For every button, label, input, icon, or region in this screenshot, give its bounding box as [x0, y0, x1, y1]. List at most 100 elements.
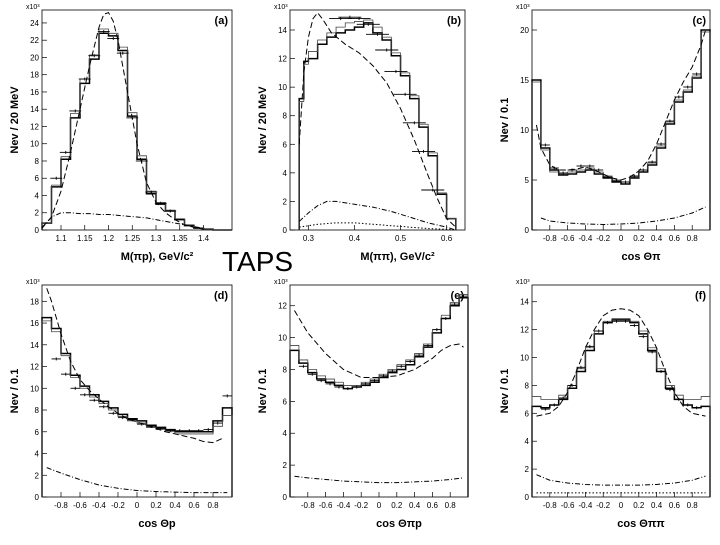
- y-tick-label: 10: [30, 384, 39, 393]
- y-tick-label: 8: [283, 112, 288, 121]
- curve-dashed: [41, 11, 204, 230]
- chart-panel-2: 0 2 4 6 8 10 12 14 0.3 0.4 0.5 0.6 x10³ (b) M(ππ), GeV…: [257, 4, 466, 263]
- y-tick-label: 12: [30, 122, 39, 131]
- y-tick-label: 16: [30, 88, 39, 97]
- x-tick-label: 0.8: [687, 234, 699, 243]
- y-axis-label: Nev / 20 MeV: [9, 86, 21, 154]
- x-tick-label: 0.6: [669, 234, 681, 243]
- x-tick-label: -0.2: [354, 501, 368, 510]
- x-tick-label: -0.6: [73, 501, 87, 510]
- x-tick-label: 0.6: [441, 234, 453, 243]
- x-tick-label: 0.8: [207, 501, 219, 510]
- chart-panel-6: 0 2 4 6 8 10 12 14 -0.8 -0.6 -0.4 -0.2 0 0.2 0.4 0.6 0.8…: [499, 279, 711, 530]
- y-tick-label: 6: [283, 397, 288, 406]
- y-tick-label: 4: [283, 169, 288, 178]
- axis-multiplier: x10³: [274, 279, 288, 286]
- plot-frame: [289, 9, 466, 231]
- y-tick-label: 10: [278, 83, 287, 92]
- y-axis-label: Nev / 20 MeV: [257, 86, 269, 154]
- y-tick-label: 20: [520, 26, 529, 35]
- y-tick-label: 10: [278, 334, 287, 343]
- y-tick-label: 15: [520, 76, 529, 85]
- axis-multiplier: x10³: [274, 4, 288, 11]
- chart-panel-3: 0 5 10 15 20 -0.8 -0.6 -0.4 -0.2 0 0.2 0.4 0.6 0.8 x10…: [499, 4, 711, 263]
- x-axis-label: M(πp), GeV/c²: [121, 251, 194, 263]
- curve-dashed: [536, 308, 706, 417]
- histogram-thick: [531, 29, 711, 230]
- curve-dashed: [298, 12, 457, 228]
- x-tick-label: 0.3: [303, 234, 315, 243]
- curve-dashdot: [298, 200, 456, 231]
- y-tick-label: 18: [30, 71, 39, 80]
- y-tick-label: 16: [30, 319, 39, 328]
- x-tick-label: -0.6: [561, 501, 575, 510]
- x-tick-label: 1.15: [77, 234, 93, 243]
- histogram-thick: [289, 297, 469, 497]
- x-tick-label: 0.4: [651, 234, 663, 243]
- y-tick-label: 0: [35, 226, 40, 235]
- panel-label: (d): [214, 290, 228, 302]
- y-tick-label: 10: [520, 126, 529, 135]
- x-tick-label: 1.3: [150, 234, 162, 243]
- plot-frame: [531, 9, 711, 231]
- x-axis-label: cos Θππ: [617, 518, 665, 530]
- x-tick-label: -0.8: [543, 234, 557, 243]
- y-tick-label: 14: [30, 105, 39, 114]
- y-tick-label: 6: [525, 409, 530, 418]
- plot-frame: [41, 9, 233, 231]
- chart-panel-4: 0 2 4 6 8 10 12 14 16 18 -0.8 -0.6 -0.4 -0.2 0 0.2 0.4 0.…: [9, 279, 233, 530]
- x-tick-label: 0.4: [349, 234, 361, 243]
- axis-multiplier: x10³: [516, 279, 530, 286]
- x-tick-label: 0.2: [633, 501, 645, 510]
- x-tick-label: -0.2: [596, 501, 610, 510]
- x-tick-label: 0.8: [687, 501, 699, 510]
- x-tick-label: -0.6: [561, 234, 575, 243]
- curve-dashed: [535, 29, 707, 181]
- x-tick-label: 0.4: [409, 501, 421, 510]
- panel-label: (f): [695, 290, 706, 302]
- y-tick-label: 12: [520, 326, 529, 335]
- y-tick-label: 0: [283, 493, 288, 502]
- x-tick-label: 0.6: [427, 501, 439, 510]
- y-tick-label: 5: [525, 176, 530, 185]
- x-tick-label: 1.2: [103, 234, 115, 243]
- y-tick-label: 10: [30, 140, 39, 149]
- y-tick-label: 4: [525, 437, 530, 446]
- x-tick-label: -0.4: [337, 501, 351, 510]
- x-tick-label: -0.4: [92, 501, 106, 510]
- x-tick-label: -0.8: [54, 501, 68, 510]
- y-tick-label: 12: [30, 363, 39, 372]
- y-tick-label: 22: [30, 36, 39, 45]
- y-tick-label: 0: [525, 493, 530, 502]
- curve-dashed: [294, 310, 464, 378]
- y-tick-label: 8: [525, 381, 530, 390]
- histogram-thin: [531, 31, 711, 230]
- x-tick-label: 1.35: [172, 234, 188, 243]
- histogram-thin: [41, 28, 232, 231]
- y-tick-label: 4: [35, 191, 40, 200]
- x-axis-label: cos Θπ: [622, 251, 662, 263]
- x-tick-label: 1.4: [198, 234, 210, 243]
- x-tick-label: 0: [619, 234, 624, 243]
- panel-label: (a): [215, 15, 229, 27]
- x-tick-label: -0.8: [543, 501, 557, 510]
- histogram-thick: [531, 319, 711, 497]
- x-tick-label: -0.6: [319, 501, 333, 510]
- y-tick-label: 14: [520, 298, 529, 307]
- x-tick-label: 1.1: [55, 234, 67, 243]
- y-tick-label: 2: [35, 209, 40, 218]
- x-tick-label: 0.5: [395, 234, 407, 243]
- x-tick-label: 0: [619, 501, 624, 510]
- y-tick-label: 8: [35, 157, 40, 166]
- plot-frame: [41, 284, 233, 498]
- x-tick-label: 1.25: [124, 234, 140, 243]
- y-tick-label: 6: [35, 174, 40, 183]
- x-tick-label: 0.6: [188, 501, 200, 510]
- x-tick-label: 0: [377, 501, 382, 510]
- curve-dashdot: [294, 475, 464, 484]
- axis-multiplier: x10³: [26, 279, 40, 286]
- chart-panel-5: 0 2 4 6 8 10 12 -0.8 -0.6 -0.4 -0.2 0 0.2 0.4 0.6 0.8 x1…: [257, 279, 469, 530]
- y-tick-label: 0: [525, 226, 530, 235]
